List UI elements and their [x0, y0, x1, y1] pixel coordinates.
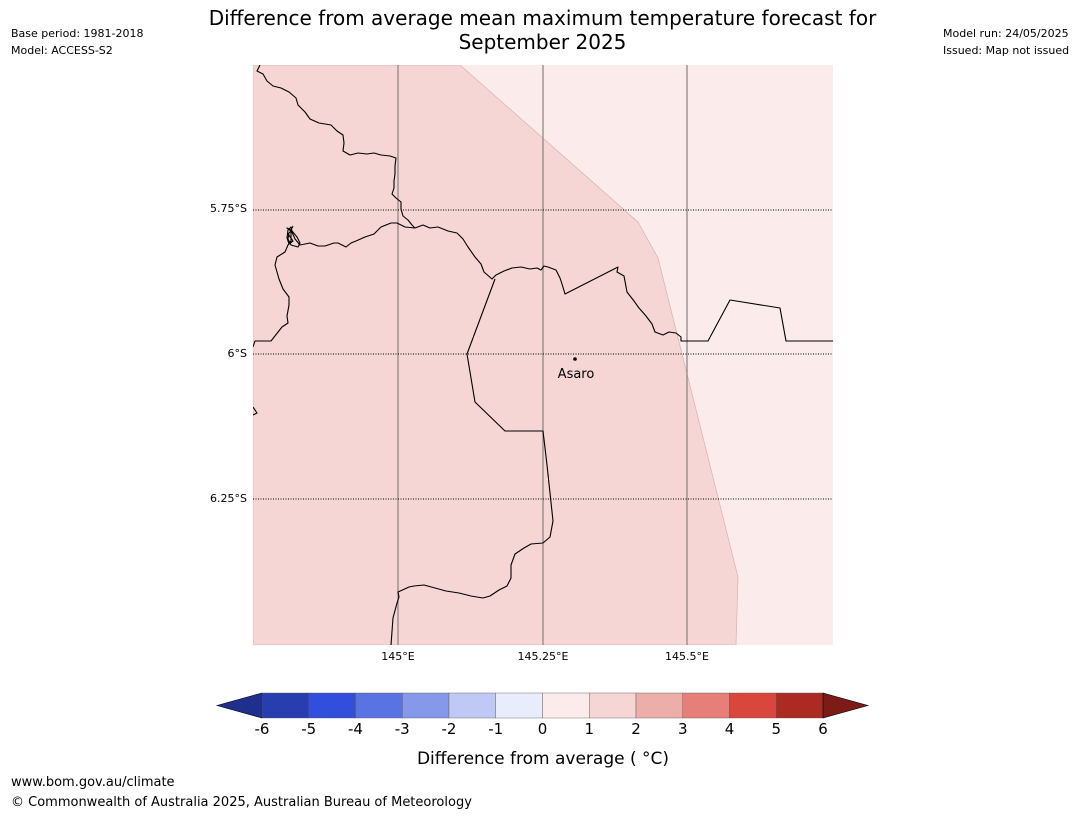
lon-label-145-5e: 145.5°E [665, 650, 709, 663]
colorbar-tick-label: 3 [678, 720, 688, 738]
forecast-map: Asaro [253, 65, 833, 645]
colorbar-tick-label: 5 [771, 720, 781, 738]
lon-label-145e: 145°E [381, 650, 415, 663]
colorbar-cell [495, 692, 543, 719]
meta-right: Model run: 24/05/2025 Issued: Map not is… [943, 25, 1069, 59]
boundary-west [253, 225, 294, 348]
colorbar-cell [589, 692, 637, 719]
colorbar-cell [402, 692, 450, 719]
lat-label-6s: 6°S [227, 347, 247, 360]
colorbar-tick-label: -1 [488, 720, 503, 738]
boundary-northwest [256, 65, 416, 248]
boundary-southern [390, 278, 554, 645]
asaro-marker [573, 357, 577, 361]
colorbar-cell [355, 692, 403, 719]
chart-title: Difference from average mean maximum tem… [150, 6, 935, 54]
model-run-text: Model run: 24/05/2025 [943, 27, 1069, 40]
colorbar-tick-label: -6 [255, 720, 270, 738]
colorbar-tick-label: 1 [584, 720, 594, 738]
colorbar-tick-label: 6 [818, 720, 828, 738]
colorbar-cell [308, 692, 356, 719]
anomaly-band-1-2 [253, 65, 739, 645]
boundary-northeast [414, 224, 833, 342]
title-line-1: Difference from average mean maximum tem… [208, 6, 877, 30]
colorbar-label: Difference from average ( °C) [417, 749, 669, 769]
lon-label-145-25e: 145.25°E [517, 650, 569, 663]
footer-copyright: © Commonwealth of Australia 2025, Austra… [11, 795, 472, 810]
colorbar-extend-low [215, 692, 263, 719]
meridians [397, 65, 688, 645]
model-text: Model: ACCESS-S2 [11, 44, 113, 57]
colorbar-tick-label: 0 [538, 720, 548, 738]
colorbar-cell [776, 692, 824, 719]
issued-text: Issued: Map not issued [943, 44, 1070, 57]
colorbar-cell [635, 692, 683, 719]
colorbar-tick-label: -4 [348, 720, 363, 738]
colorbar-cell [448, 692, 496, 719]
colorbar-cell [542, 692, 590, 719]
colorbar-cell [261, 692, 309, 719]
lat-label-6-25s: 6.25°S [210, 492, 247, 505]
colorbar: -6 -5 -4 -3 -2 -1 0 1 2 3 4 5 6 Difference from aver… [215, 692, 870, 769]
colorbar-tick-label: 2 [631, 720, 641, 738]
title-line-2: September 2025 [458, 30, 627, 54]
parallels [253, 209, 833, 500]
colorbar-tick-label: 4 [725, 720, 735, 738]
boundary-west-fragment [253, 406, 258, 416]
colorbar-ticks: -6 -5 -4 -3 -2 -1 0 1 2 3 4 5 6 [255, 720, 828, 738]
meta-left: Base period: 1981-2018 Model: ACCESS-S2 [11, 25, 143, 59]
colorbar-tick-label: -2 [442, 720, 457, 738]
lat-label-5-75s: 5.75°S [210, 202, 247, 215]
asaro-label: Asaro [558, 367, 595, 382]
colorbar-extend-high [822, 692, 870, 719]
colorbar-cell [682, 692, 730, 719]
base-period-text: Base period: 1981-2018 [11, 27, 144, 40]
colorbar-tick-label: -5 [301, 720, 316, 738]
province-boundaries [253, 65, 833, 645]
colorbar-cell [729, 692, 777, 719]
colorbar-tick-label: -3 [395, 720, 410, 738]
footer-url: www.bom.gov.au/climate [11, 775, 175, 790]
colorbar-cells [215, 692, 870, 719]
